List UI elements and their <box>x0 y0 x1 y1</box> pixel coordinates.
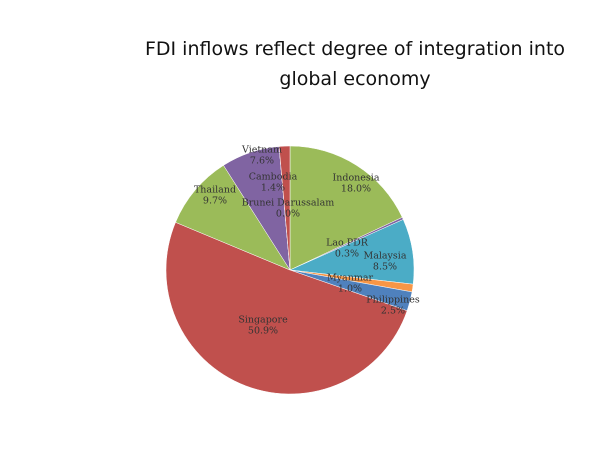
slice-label: Lao PDR <box>326 238 369 249</box>
slice-label: Thailand <box>194 185 236 196</box>
slice-label: Brunei Darussalam <box>242 198 335 209</box>
slice-label: Singapore <box>238 315 288 326</box>
slice-label: Philippines <box>366 295 420 306</box>
value-label: 0.0% <box>276 209 300 220</box>
slice-label: Myanmar <box>327 273 374 284</box>
pie-slice <box>165 221 408 395</box>
slice-label: Cambodia <box>249 172 298 183</box>
value-label: 2.5% <box>381 306 405 317</box>
chart-title: FDI inflows reflect degree of integratio… <box>144 38 566 90</box>
pie-slice <box>278 145 291 271</box>
value-label: 9.7% <box>203 196 227 207</box>
value-label: 50.9% <box>248 326 278 337</box>
value-label: 0.3% <box>335 249 359 260</box>
slice-label: Indonesia <box>333 173 380 184</box>
value-label: 7.6% <box>250 156 274 167</box>
slice-label: Malaysia <box>363 251 406 262</box>
pie-slice <box>289 145 403 271</box>
value-label: 18.0% <box>341 184 371 195</box>
value-label: 1.0% <box>338 284 362 295</box>
pie-slice <box>175 164 291 271</box>
value-label: 8.5% <box>373 262 397 273</box>
slice-label: Vietnam <box>241 145 282 156</box>
value-label: 1.4% <box>261 183 285 194</box>
